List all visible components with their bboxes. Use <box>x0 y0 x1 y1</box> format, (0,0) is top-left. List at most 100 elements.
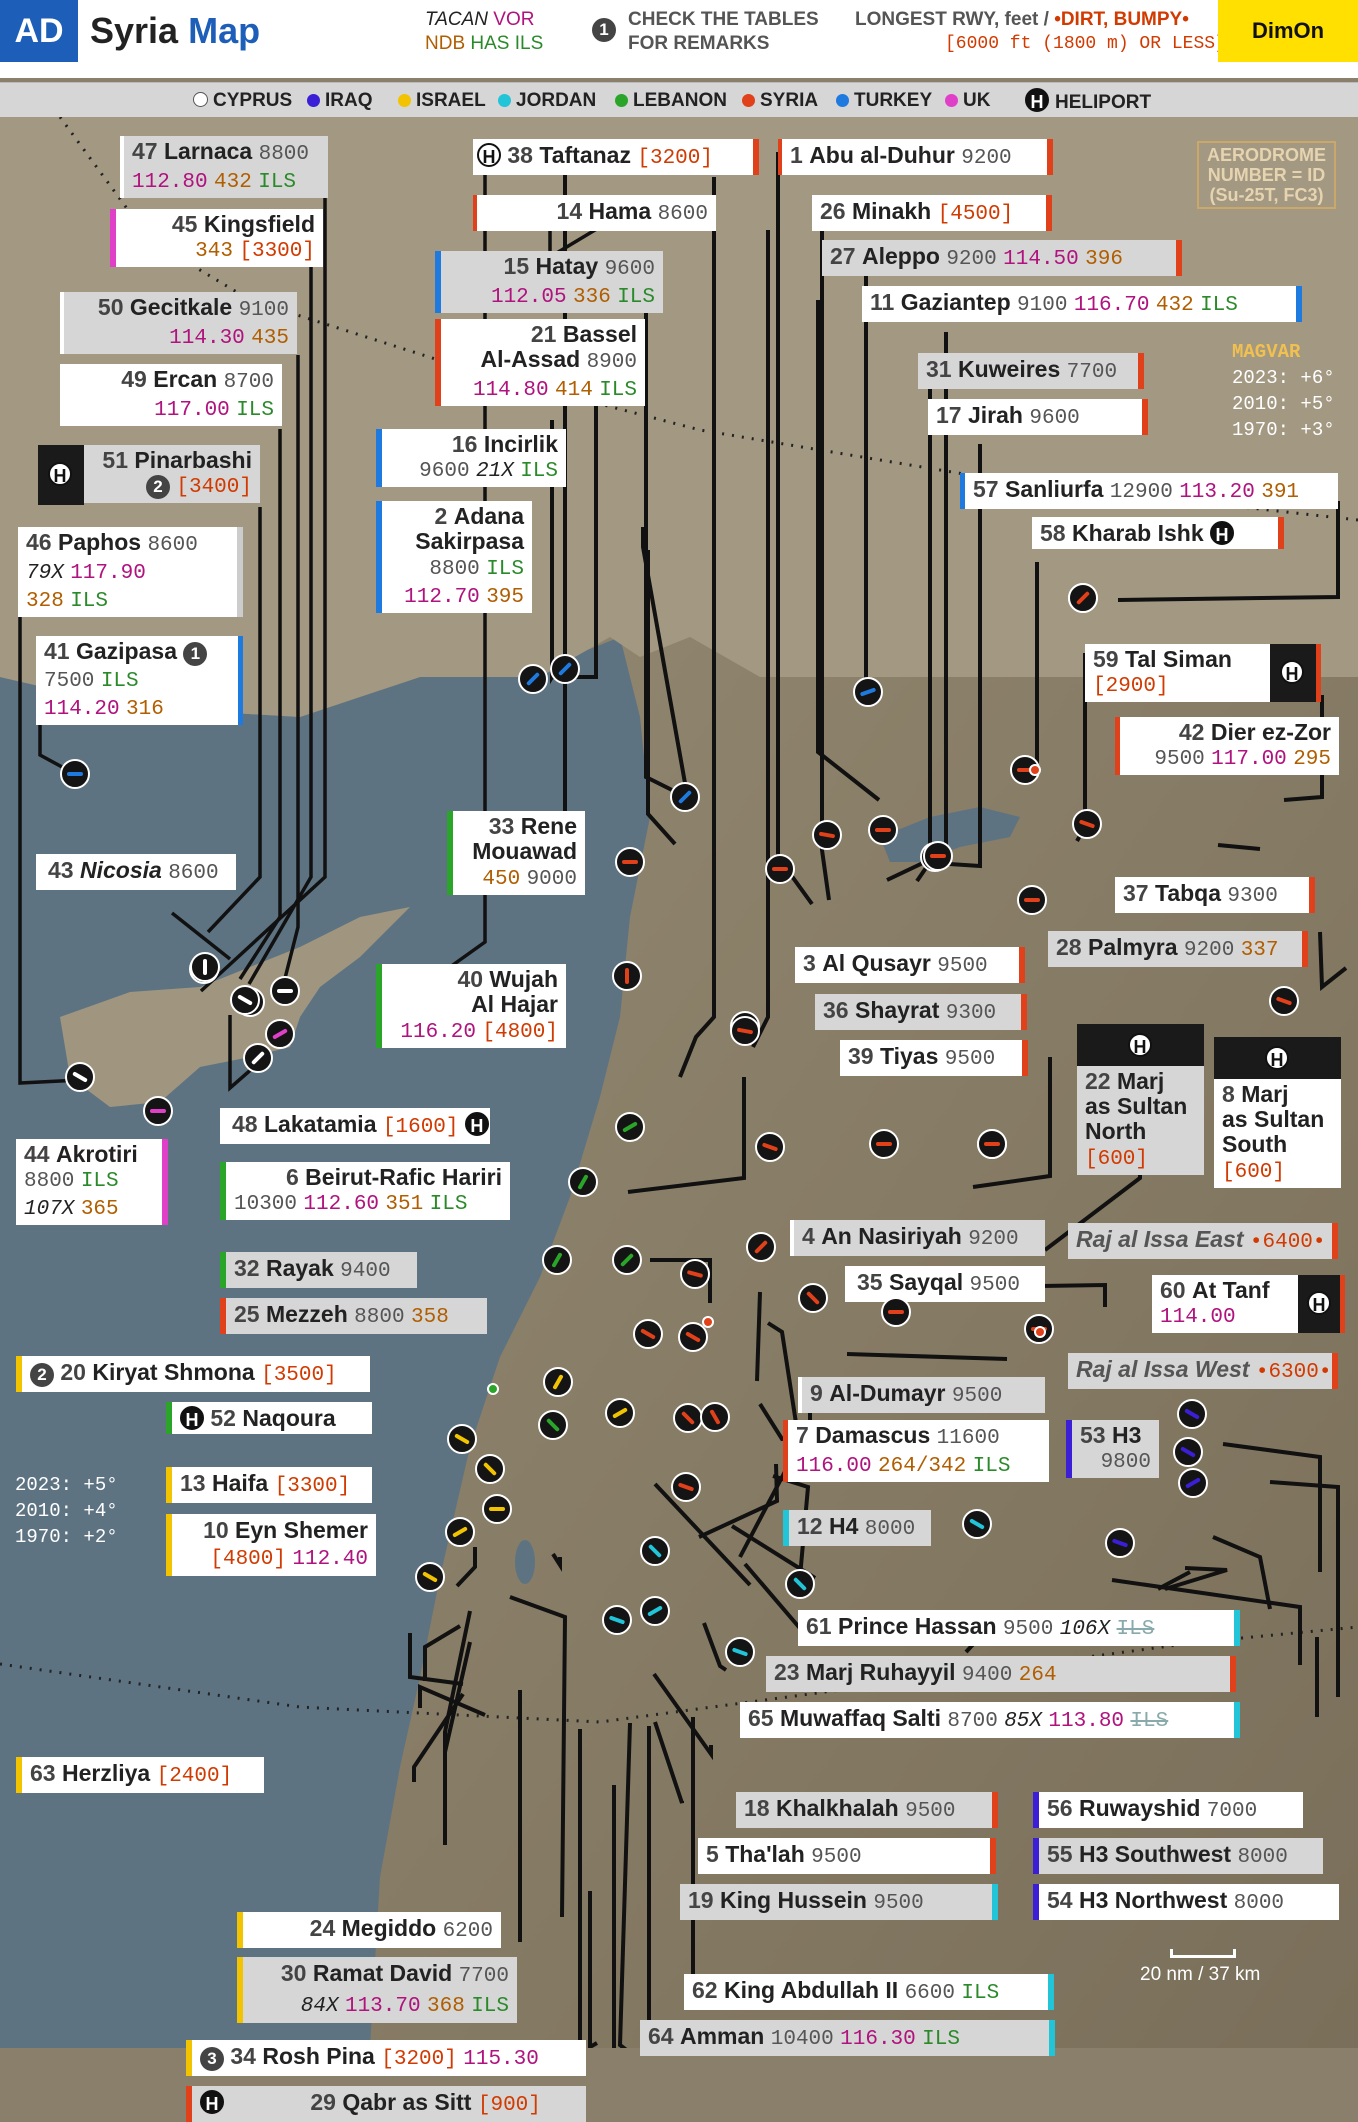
label-muwaffaq-salti[interactable]: 65 Muwaffaq Salti 8700 85X 113.80 ILS <box>740 1702 1240 1738</box>
airfield-marker-51[interactable] <box>190 952 220 982</box>
label-haifa[interactable]: 13 Haifa [3300] <box>166 1467 372 1503</box>
label-king-abdullah-ii[interactable]: 62 King Abdullah II 6600 ILS <box>684 1974 1054 2010</box>
airfield-marker-58[interactable] <box>1068 583 1098 613</box>
airfield-marker-37[interactable] <box>1017 885 1047 915</box>
airfield-marker-26[interactable] <box>812 820 842 850</box>
label-akrotiri[interactable]: 44 Akrotiri 8800 ILS 107X 365 <box>16 1139 168 1225</box>
airfield-marker-13[interactable] <box>447 1424 477 1454</box>
airfield-marker-2[interactable] <box>518 664 548 694</box>
label-al-dumayr[interactable]: 9 Al-Dumayr 9500 <box>798 1377 1045 1413</box>
airfield-marker-15[interactable] <box>670 782 700 812</box>
label-taftanaz[interactable]: H 38 Taftanaz [3200] <box>473 139 759 175</box>
label-kharab-ishk[interactable]: 58 Kharab Ishk H <box>1032 517 1284 549</box>
airfield-marker-34[interactable] <box>605 1398 635 1428</box>
airfield-marker-42[interactable] <box>1072 809 1102 839</box>
dirt-strip-marker[interactable] <box>1034 1326 1046 1338</box>
label-tabqa[interactable]: 37 Tabqa 9300 <box>1115 877 1315 913</box>
airfield-marker-8[interactable] <box>977 1129 1007 1159</box>
label-khalkhalah[interactable]: 18 Khalkhalah 9500 <box>736 1792 998 1828</box>
airfield-marker-19[interactable] <box>640 1536 670 1566</box>
airfield-marker-7[interactable] <box>678 1322 708 1352</box>
label-dier-ez-zor[interactable]: 42 Dier ez-Zor 9500 117.00 295 <box>1115 717 1339 775</box>
airfield-marker-16[interactable] <box>550 654 580 684</box>
label-shayrat[interactable]: 36 Shayrat 9300 <box>815 994 1027 1030</box>
airfield-marker-62[interactable] <box>602 1605 632 1635</box>
label-h3-southwest[interactable]: 55 H3 Southwest 8000 <box>1033 1838 1323 1874</box>
airfield-marker-36[interactable] <box>755 1132 785 1162</box>
label-h3[interactable]: 53 H3 9800 <box>1066 1420 1159 1478</box>
airfield-marker-17[interactable] <box>923 841 953 871</box>
airfield-marker-29[interactable] <box>680 1259 710 1289</box>
airfield-marker-33[interactable] <box>615 1112 645 1142</box>
airfield-marker-12[interactable] <box>962 1509 992 1539</box>
airfield-marker-49[interactable] <box>270 976 300 1006</box>
airfield-marker-56[interactable] <box>1105 1528 1135 1558</box>
airfield-marker-27[interactable] <box>868 815 898 845</box>
airfield-marker-30[interactable] <box>445 1517 475 1547</box>
label-eyn-shemer[interactable]: 10 Eyn Shemer [4800] 112.40 <box>166 1514 376 1576</box>
airfield-marker-35[interactable] <box>798 1283 828 1313</box>
label-ercan[interactable]: 49 Ercan 8700 117.00 ILS <box>60 364 282 426</box>
airfield-marker-63[interactable] <box>415 1562 445 1592</box>
label-sanliurfa[interactable]: 57 Sanliurfa 12900 113.20 391 <box>960 473 1338 509</box>
label-marj-as-sultan-north[interactable]: 22 Marj as Sultan North [600] <box>1077 1066 1204 1175</box>
label-rayak[interactable]: 32 Rayak 9400 <box>220 1252 417 1288</box>
label-h4[interactable]: 12 H4 8000 <box>783 1510 931 1546</box>
label-an-nasiriyah[interactable]: 4 An Nasiriyah 9200 <box>790 1220 1045 1256</box>
label-palmyra[interactable]: 28 Palmyra 9200 337 <box>1048 931 1308 967</box>
label-lakatamia[interactable]: 48 Lakatamia [1600] H <box>220 1108 490 1144</box>
label-kingsfield[interactable]: 45 Kingsfield 343 [3300] <box>110 209 323 267</box>
label-ramat-david[interactable]: 30 Ramat David 7700 84X 113.70 368 ILS <box>237 1957 517 2023</box>
label-wujah-al-hajar[interactable]: 40 Wujah Al Hajar 116.20 [4800] <box>376 964 566 1048</box>
label-abu-al-duhur[interactable]: 1 Abu al-Duhur 9200 <box>778 139 1053 175</box>
label-qabr-as-sitt[interactable]: H 29 Qabr as Sitt [900] <box>186 2086 586 2122</box>
label-marj-as-sultan-south[interactable]: 8 Marj as Sultan South [600] <box>1214 1079 1341 1188</box>
airfield-marker-1[interactable] <box>765 854 795 884</box>
label-raj-al-issa-west[interactable]: Raj al Issa West •6300• <box>1068 1353 1338 1389</box>
label-incirlik[interactable]: 16 Incirlik 9600 21X ILS <box>376 429 566 487</box>
label-kuweires[interactable]: 31 Kuweires 7700 <box>918 353 1144 389</box>
airfield-marker-45[interactable] <box>265 1019 295 1049</box>
airfield-marker-28[interactable] <box>1269 986 1299 1016</box>
dirt-strip-marker[interactable] <box>1029 764 1041 776</box>
label-nicosia[interactable]: 43 Nicosia 8600 <box>36 854 236 890</box>
airfield-marker-65[interactable] <box>725 1637 755 1667</box>
label-naqoura[interactable]: H 52 Naqoura <box>166 1402 372 1434</box>
airfield-marker-4[interactable] <box>746 1232 776 1262</box>
label-raj-al-issa-east[interactable]: Raj al Issa East •6400• <box>1068 1223 1338 1259</box>
label-megiddo[interactable]: 24 Megiddo 6200 <box>237 1912 501 1948</box>
label-bassel-al-assad[interactable]: 21 Bassel Al-Assad 8900 114.80 414 ILS <box>435 319 645 406</box>
airfield-marker-3[interactable] <box>730 1016 760 1046</box>
airfield-marker-11[interactable] <box>853 677 883 707</box>
label-prince-hassan[interactable]: 61 Prince Hassan 9500 106X ILS <box>798 1610 1240 1646</box>
airfield-marker-44[interactable] <box>143 1096 173 1126</box>
label-h3-northwest[interactable]: 54 H3 Northwest 8000 <box>1033 1884 1339 1920</box>
airfield-marker-41[interactable] <box>60 759 90 789</box>
airfield-marker-25[interactable] <box>633 1319 663 1349</box>
label-aleppo[interactable]: 27 Aleppo 9200 114.50 396 <box>822 240 1182 276</box>
airfield-marker-40[interactable] <box>568 1167 598 1197</box>
label-ruwayshid[interactable]: 56 Ruwayshid 7000 <box>1033 1792 1303 1828</box>
airfield-marker-55[interactable] <box>1173 1437 1203 1467</box>
airfield-marker-48[interactable] <box>243 1043 273 1073</box>
airfield-marker-24[interactable] <box>482 1494 512 1524</box>
label-hatay[interactable]: 15 Hatay 9600 112.05 336 ILS <box>435 251 663 313</box>
label-king-hussein[interactable]: 19 King Hussein 9500 <box>680 1884 998 1920</box>
label-beirut[interactable]: 6 Beirut-Rafic Hariri 10300 112.60 351 I… <box>220 1162 510 1220</box>
kiryat-shmona-marker[interactable] <box>487 1383 499 1395</box>
label-paphos[interactable]: 46 Paphos 8600 79X 117.90 328 ILS <box>18 527 243 617</box>
label-gaziantep[interactable]: 11 Gaziantep 9100 116.70 432 ILS <box>862 286 1302 322</box>
label-adana[interactable]: 2 Adana Sakirpasa 8800 ILS 112.70 395 <box>376 501 532 613</box>
label-sayqal[interactable]: 35 Sayqal 9500 <box>845 1266 1045 1302</box>
airfield-marker-64[interactable] <box>640 1596 670 1626</box>
airfield-marker-46[interactable] <box>65 1062 95 1092</box>
label-at-tanf[interactable]: 60 At Tanf 114.00 <box>1152 1275 1300 1333</box>
airfield-marker-21[interactable] <box>615 847 645 877</box>
label-marj-ruhayyil[interactable]: 23 Marj Ruhayyil 9400 264 <box>766 1656 1236 1692</box>
airfield-marker-38[interactable] <box>612 961 642 991</box>
airfield-marker-9[interactable] <box>881 1297 911 1327</box>
label-herzliya[interactable]: 63 Herzliya [2400] <box>16 1757 264 1793</box>
label-hama[interactable]: 14 Hama 8600 <box>473 195 716 231</box>
label-mezzeh[interactable]: 25 Mezzeh 8800 358 <box>220 1298 487 1334</box>
airfield-marker-32[interactable] <box>612 1245 642 1275</box>
